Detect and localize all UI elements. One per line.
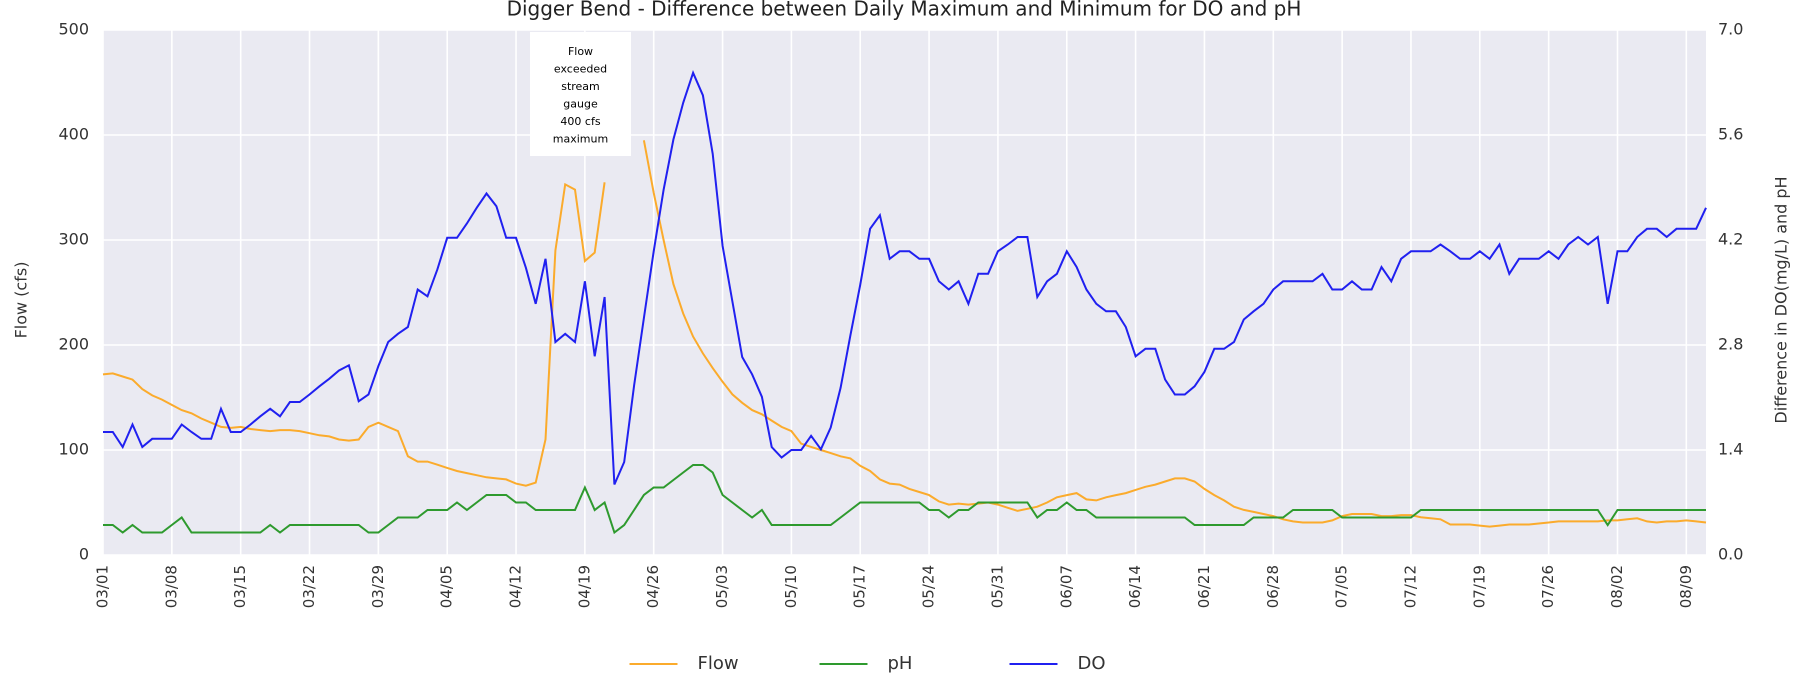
- plot-area: [103, 30, 1706, 555]
- x-tick-label: 06/21: [1195, 565, 1213, 608]
- annotation-box: [530, 32, 631, 156]
- y2-axis-label: Difference in DO(mg/L) and pH: [1772, 176, 1791, 423]
- annotation-text: maximum: [553, 133, 608, 146]
- x-tick-label: 03/15: [231, 565, 249, 608]
- y-tick-label: 500: [58, 20, 89, 39]
- series-line: [102, 182, 606, 487]
- y-tick-label: 400: [58, 125, 89, 144]
- x-tick-label: 05/31: [988, 565, 1006, 608]
- x-tick-label: 04/05: [438, 565, 456, 608]
- annotation-text: 400 cfs: [560, 115, 600, 128]
- annotation-text: gauge: [563, 98, 598, 111]
- y-axis-label: Flow (cfs): [12, 262, 31, 339]
- series-line: [103, 69, 1707, 485]
- y2-tick-label: 1.4: [1718, 440, 1743, 459]
- y-tick-label: 300: [58, 230, 89, 249]
- x-tick-label: 06/14: [1126, 565, 1144, 608]
- x-tick-label: 07/19: [1470, 565, 1488, 608]
- x-tick-label: 03/01: [94, 565, 112, 608]
- legend-label: pH: [888, 653, 913, 674]
- x-tick-label: 04/19: [575, 565, 593, 608]
- x-tick-label: 03/22: [300, 565, 318, 608]
- x-tick-label: 03/29: [369, 565, 387, 608]
- y-tick-label: 0: [79, 545, 89, 564]
- legend-label: Flow: [698, 653, 739, 674]
- x-tick-label: 05/10: [782, 565, 800, 608]
- x-tick-label: 05/17: [851, 565, 869, 608]
- x-tick-label: 05/03: [713, 565, 731, 608]
- x-tick-label: 07/26: [1539, 565, 1557, 608]
- y2-tick-label: 5.6: [1718, 125, 1743, 144]
- x-tick-label: 06/28: [1264, 565, 1282, 608]
- x-tick-label: 04/12: [507, 565, 525, 608]
- annotation-text: Flow: [568, 45, 593, 58]
- chart-title: Digger Bend - Difference between Daily M…: [507, 0, 1302, 21]
- x-tick-label: 06/07: [1057, 565, 1075, 608]
- y2-tick-label: 2.8: [1718, 335, 1743, 354]
- y2-tick-label: 7.0: [1718, 20, 1743, 39]
- x-tick-label: 08/09: [1677, 565, 1695, 608]
- x-tick-label: 05/24: [920, 565, 938, 608]
- x-tick-label: 04/26: [644, 565, 662, 608]
- annotation-text: stream: [561, 80, 600, 93]
- x-tick-label: 07/05: [1333, 565, 1351, 608]
- y-tick-label: 100: [58, 440, 89, 459]
- y2-tick-label: 4.2: [1718, 230, 1743, 249]
- x-tick-label: 07/12: [1401, 565, 1419, 608]
- x-tick-label: 08/02: [1608, 565, 1626, 608]
- y2-tick-label: 0.0: [1718, 545, 1743, 564]
- legend-label: DO: [1078, 653, 1106, 674]
- x-tick-label: 03/08: [162, 565, 180, 608]
- series-line: [103, 464, 1706, 535]
- annotation-text: exceeded: [554, 63, 607, 76]
- y-tick-label: 200: [58, 335, 89, 354]
